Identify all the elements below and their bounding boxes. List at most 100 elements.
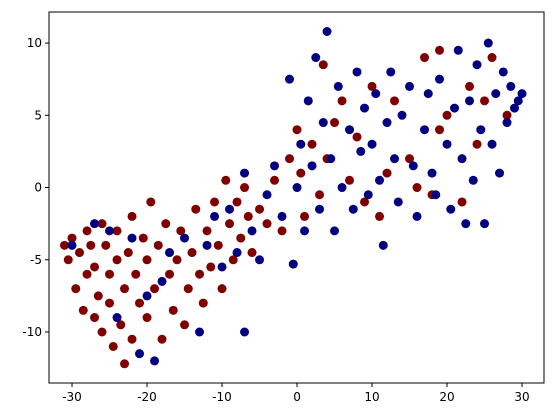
point <box>232 248 242 258</box>
point <box>105 226 115 236</box>
point <box>502 110 512 120</box>
point <box>348 204 358 214</box>
point <box>435 125 445 135</box>
point <box>165 269 175 279</box>
point <box>142 255 152 265</box>
point <box>127 211 137 221</box>
point <box>123 248 133 258</box>
point <box>82 226 92 236</box>
point <box>67 233 77 243</box>
point <box>483 38 493 48</box>
point <box>105 298 115 308</box>
x-tick-label: 30 <box>514 390 529 404</box>
point <box>180 320 190 330</box>
point <box>378 240 388 250</box>
point <box>213 240 223 250</box>
point <box>161 219 171 229</box>
point <box>67 240 77 250</box>
point <box>78 305 88 315</box>
point <box>315 204 325 214</box>
point <box>176 226 186 236</box>
point <box>513 96 523 106</box>
point <box>108 341 118 351</box>
point <box>262 219 272 229</box>
point <box>427 168 437 178</box>
point <box>138 233 148 243</box>
point <box>307 161 317 171</box>
point <box>487 139 497 149</box>
point <box>285 74 295 84</box>
point <box>480 219 490 229</box>
point <box>420 125 430 135</box>
point <box>183 284 193 294</box>
point <box>292 183 302 193</box>
point <box>270 175 280 185</box>
point <box>468 175 478 185</box>
point <box>187 248 197 258</box>
point <box>352 67 362 77</box>
point <box>232 197 242 207</box>
point <box>465 81 475 91</box>
point <box>356 146 366 156</box>
point <box>228 255 238 265</box>
point <box>491 89 501 99</box>
point <box>153 240 163 250</box>
x-tick-label: 20 <box>439 390 454 404</box>
point <box>465 96 475 106</box>
point <box>318 60 328 70</box>
point <box>360 103 370 113</box>
point <box>337 96 347 106</box>
point <box>157 334 167 344</box>
point <box>423 89 433 99</box>
x-tick-label: 0 <box>293 390 301 404</box>
point <box>191 204 201 214</box>
point <box>517 89 527 99</box>
point <box>450 103 460 113</box>
point <box>105 269 115 279</box>
point <box>506 81 516 91</box>
x-tick-label: -20 <box>137 390 157 404</box>
point <box>487 53 497 63</box>
point <box>135 298 145 308</box>
point <box>97 219 107 229</box>
x-tick-label: -10 <box>212 390 232 404</box>
point <box>146 197 156 207</box>
point <box>453 45 463 55</box>
point <box>292 125 302 135</box>
point <box>180 233 190 243</box>
point <box>172 255 182 265</box>
point <box>217 284 227 294</box>
point <box>97 327 107 337</box>
point <box>405 81 415 91</box>
point <box>435 74 445 84</box>
point <box>86 240 96 250</box>
point <box>311 53 321 63</box>
point <box>431 190 441 200</box>
point <box>296 139 306 149</box>
point <box>375 175 385 185</box>
point <box>397 110 407 120</box>
point <box>390 96 400 106</box>
point <box>303 96 313 106</box>
point <box>457 154 467 164</box>
point <box>165 248 175 258</box>
point <box>352 132 362 142</box>
point <box>150 284 160 294</box>
point <box>412 211 422 221</box>
point <box>240 168 250 178</box>
point <box>142 313 152 323</box>
point <box>240 183 250 193</box>
point <box>202 240 212 250</box>
point <box>168 305 178 315</box>
point <box>225 204 235 214</box>
point <box>472 139 482 149</box>
point <box>142 291 152 301</box>
point <box>71 284 81 294</box>
point <box>195 327 205 337</box>
point <box>101 240 111 250</box>
point <box>333 81 343 91</box>
point <box>318 118 328 128</box>
point <box>480 96 490 106</box>
point <box>498 67 508 77</box>
